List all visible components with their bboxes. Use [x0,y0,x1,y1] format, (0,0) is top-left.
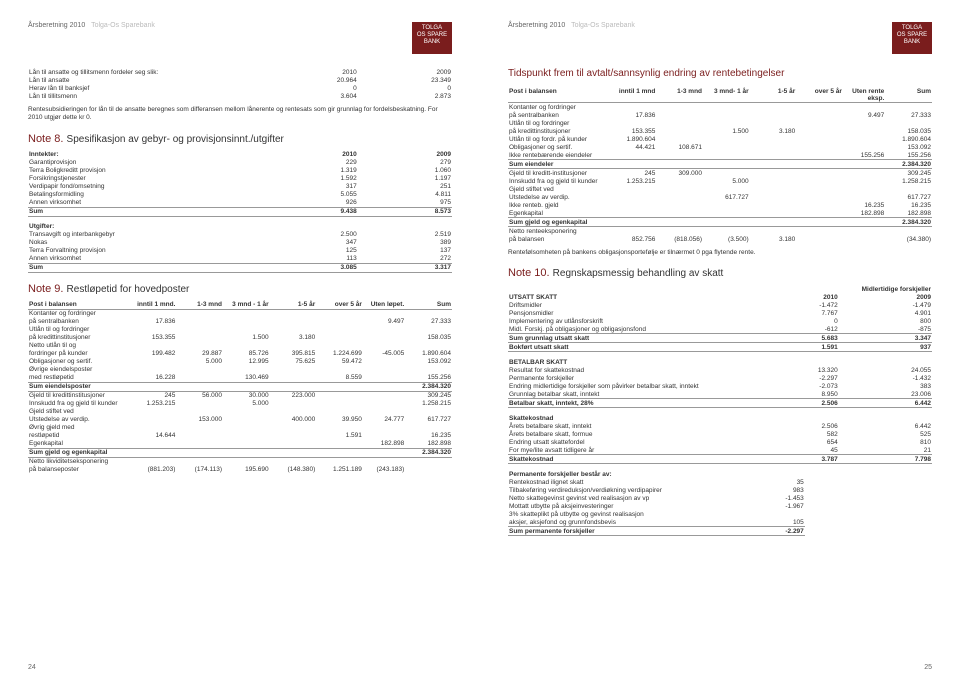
table-row: Gjeld til kredittinstitusjoner24556.0003… [28,391,452,400]
note8-inntekter: Inntekter: 2010 2009 Garantiprovisjon229… [28,151,452,217]
table-row: Kontanter og fordringer [508,103,932,112]
tidspunkt-table: Post i balanseninntil 1 mnd1-3 mnd3 mnd-… [508,87,932,243]
table-row: på kredittinstitusjoner153.3551.5003.180… [508,127,932,135]
table-row: Forsikringstjenester1.5921.197 [28,175,452,183]
table-row: Netto utlån til og [28,342,452,350]
table-row: Grunnlag betalbar skatt, inntekt8.95023.… [508,390,932,399]
table-row: For mye/lite avsatt tidligere år4521 [508,446,932,455]
table-row: Garantiprovisjon229279 [28,159,452,167]
table-row: Herav lån til banksjef00 [28,84,452,92]
table-row: Utstedelse av verdip.153.000400.00039.95… [28,416,452,424]
table-row: Obligasjoner og sertif.5.00012.99575.625… [28,358,452,366]
table-row: Årets betalbare skatt, inntekt2.5066.442 [508,422,932,430]
table-row: Kontanter og fordringer [28,309,452,318]
page-header: Årsberetning 2010 Tolga-Os Sparebank TOL… [508,22,932,54]
table-row: Permanente forskjeller-2.297-1.432 [508,374,932,382]
table-row: på balanseposter(881.203)(174.113)195.69… [28,466,452,474]
table-row: på sentralbanken17.8369.49727.333 [28,318,452,326]
table-row: Transavgift og interbankgebyr2.5002.519 [28,231,452,239]
bank-logo: TOLGA OS SPARE BANK [412,22,452,54]
table-row: Resultat for skattekostnad13.32024.055 [508,366,932,374]
table-row: Rentekostnad ilignet skatt35 [508,478,805,486]
bank-name: Tolga-Os Sparebank [91,22,155,29]
rentesub-note: Rentesubsidieringen for lån til de ansat… [28,106,452,123]
table-row: Obligasjoner og sertif.44.421108.671153.… [508,143,932,151]
page-number-left: 24 [28,664,36,671]
table-row: Implementering av utlånsforskrift0800 [508,317,932,325]
table-row: Driftsmidler-1.472-1.479 [508,301,932,309]
table-row: Egenkapital182.898182.898 [28,440,452,449]
note10-perm: Permanente forskjeller består av: Rentek… [508,470,805,536]
table-row: Endring midlertidige forskjeller som påv… [508,382,932,390]
tidspunkt-title: Tidspunkt frem til avtalt/sannsynlig end… [508,68,932,79]
table-row: Netto likviditetseksponering [28,457,452,466]
table-row: Mottatt utbytte på aksjeinvesteringer-1.… [508,502,805,510]
note10-betalbar: BETALBAR SKATT Resultat for skattekostna… [508,358,932,408]
table-row: Årets betalbare skatt, formue582525 [508,430,932,438]
header-text: Årsberetning 2010 Tolga-Os Sparebank [28,22,155,29]
table-row: Tilbakeføring verdireduksjon/verdiøkning… [508,486,805,494]
table-row: Betalingsformidling5.0554.811 [28,191,452,199]
page-left: Årsberetning 2010 Tolga-Os Sparebank TOL… [0,0,480,681]
page-right: Årsberetning 2010 Tolga-Os Sparebank TOL… [480,0,960,681]
table-row: aksjer, aksjefond og grunnfondsbevis105 [508,518,805,527]
table-row: 3% skatteplikt på utbytte og gevinst rea… [508,510,805,518]
table-row: Netto renteeksponering [508,227,932,236]
table-row: Gjeld stiftet ved [508,185,932,193]
table-row: Nokas347389 [28,239,452,247]
header-text: Årsberetning 2010 Tolga-Os Sparebank [508,22,635,29]
table-row: fordringer på kunder199.48229.88785.7263… [28,350,452,358]
table-row: Lån til tillitsmenn3.6042.873 [28,92,452,100]
table-row: Endring utsatt skattefordel654810 [508,438,932,446]
table-row: Netto skattegevinst gevinst ved realisas… [508,494,805,502]
table-row: restløpetid14.6441.59116.235 [28,432,452,440]
table-row: Ikke renteb. gjeld16.23516.235 [508,201,932,209]
note10-utsatt: Midlertidige forskjeller UTSATT SKATT 20… [508,285,932,352]
table-row: Ikke rentebærende eiendeler155.256155.25… [508,151,932,160]
loan-table: Lån til ansatte og tillitsmenn fordeler … [28,68,452,100]
table-row: på sentralbanken17.8369.49727.333 [508,111,932,119]
page-header: Årsberetning 2010 Tolga-Os Sparebank TOL… [28,22,452,54]
table-row: Verdipapir fond/omsetning317251 [28,183,452,191]
table-row: Midl. Forskj. på obligasjoner og obligas… [508,325,932,334]
table-row: Øvrig gjeld med [28,424,452,432]
tidspunkt-footnote: Rentefølsomheten på bankens obligasjonsp… [508,249,932,257]
note8-title: Note 8. Spesifikasjon av gebyr- og provi… [28,133,452,145]
note10-skattekost: Skattekostnad Årets betalbare skatt, inn… [508,414,932,464]
table-row: Terra Forvaltning provisjon125137 [28,247,452,255]
table-row: Øvrige eiendelsposter [28,366,452,374]
table-row: Utstedelse av verdip.617.727617.727 [508,193,932,201]
table-row: på kredittinstitusjoner153.3551.5003.180… [28,334,452,342]
report-title: Årsberetning 2010 [28,22,85,29]
table-row: Pensjonsmidler7.7674.901 [508,309,932,317]
table-row: Terra Boligkreditt provisjon1.3191.060 [28,167,452,175]
table-row: på balansen852.756(818.056)(3.500)3.180(… [508,235,932,243]
table-row: Annen virksomhet113272 [28,255,452,264]
bank-logo: TOLGA OS SPARE BANK [892,22,932,54]
note9-table: Post i balanseninntil 1 mnd.1-3 mnd3 mnd… [28,301,452,474]
table-row: Gjeld til kreditt-institusjoner245309.00… [508,169,932,178]
table-row: med restløpetid16.228130.4698.559155.256 [28,374,452,383]
table-row: Utlån til og fordringer [508,119,932,127]
table-row: Egenkapital182.898182.898 [508,209,932,218]
loan-title: Lån til ansatte og tillitsmenn fordeler … [28,68,264,76]
table-row: Utlån til og fordr. på kunder1.890.6041.… [508,135,932,143]
table-row: Lån til ansatte20.96423.349 [28,76,452,84]
note10-title: Note 10. Regnskapsmessig behandling av s… [508,267,932,279]
table-row: Innskudd fra og gjeld til kunder1.253.21… [28,400,452,408]
page-number-right: 25 [924,664,932,671]
table-row: Utlån til og fordringer [28,326,452,334]
note9-title: Note 9. Restløpetid for hovedposter [28,283,452,295]
table-row: Innskudd fra og gjeld til kunder1.253.21… [508,177,932,185]
table-row: Gjeld stiftet ved [28,408,452,416]
note8-utgifter: Utgifter: Transavgift og interbankgebyr2… [28,223,452,273]
table-row: Annen virksomhet926975 [28,199,452,208]
